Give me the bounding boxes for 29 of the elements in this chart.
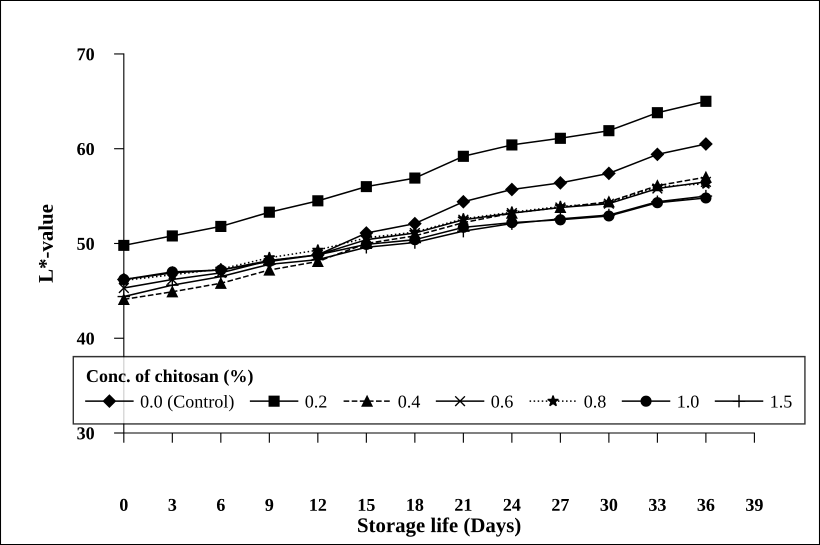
legend-label: 0.2: [305, 395, 326, 408]
legend-label: 1.5: [771, 396, 792, 408]
x-tick-label: 39: [746, 498, 763, 511]
y-tick-label: 50: [77, 238, 94, 250]
x-tick-label: 18: [407, 498, 424, 511]
x-tick-label: 30: [600, 498, 618, 511]
x-tick-label: 9: [265, 498, 274, 511]
x-tick-label: 27: [552, 498, 569, 511]
legend-title: Conc. of chitosan (%): [86, 369, 253, 386]
y-axis-title: L*-value: [38, 204, 53, 282]
x-tick-label: 6: [216, 498, 225, 511]
x-tick-label: 36: [698, 498, 714, 511]
x-tick-label: 24: [504, 498, 521, 511]
y-tick-label: 30: [77, 427, 94, 440]
x-tick-label: 15: [358, 498, 375, 511]
x-tick-label: 33: [649, 498, 666, 511]
x-tick-label: 3: [168, 498, 176, 511]
y-tick-label: 60: [77, 142, 94, 156]
legend-label: 0.8: [584, 395, 606, 408]
x-tick-label: 21: [455, 498, 472, 511]
x-tick-label: 12: [310, 498, 326, 511]
legend-label: 0.4: [398, 395, 420, 408]
legend-label: 0.0 (Control): [140, 394, 234, 412]
legend-label: 1.0: [678, 395, 699, 408]
x-axis-title: Storage life (Days): [358, 517, 520, 537]
legend-label: 0.6: [491, 395, 513, 408]
x-tick-label: 0: [120, 498, 128, 511]
y-tick-label: 70: [78, 48, 94, 60]
y-tick-label: 40: [76, 332, 94, 345]
